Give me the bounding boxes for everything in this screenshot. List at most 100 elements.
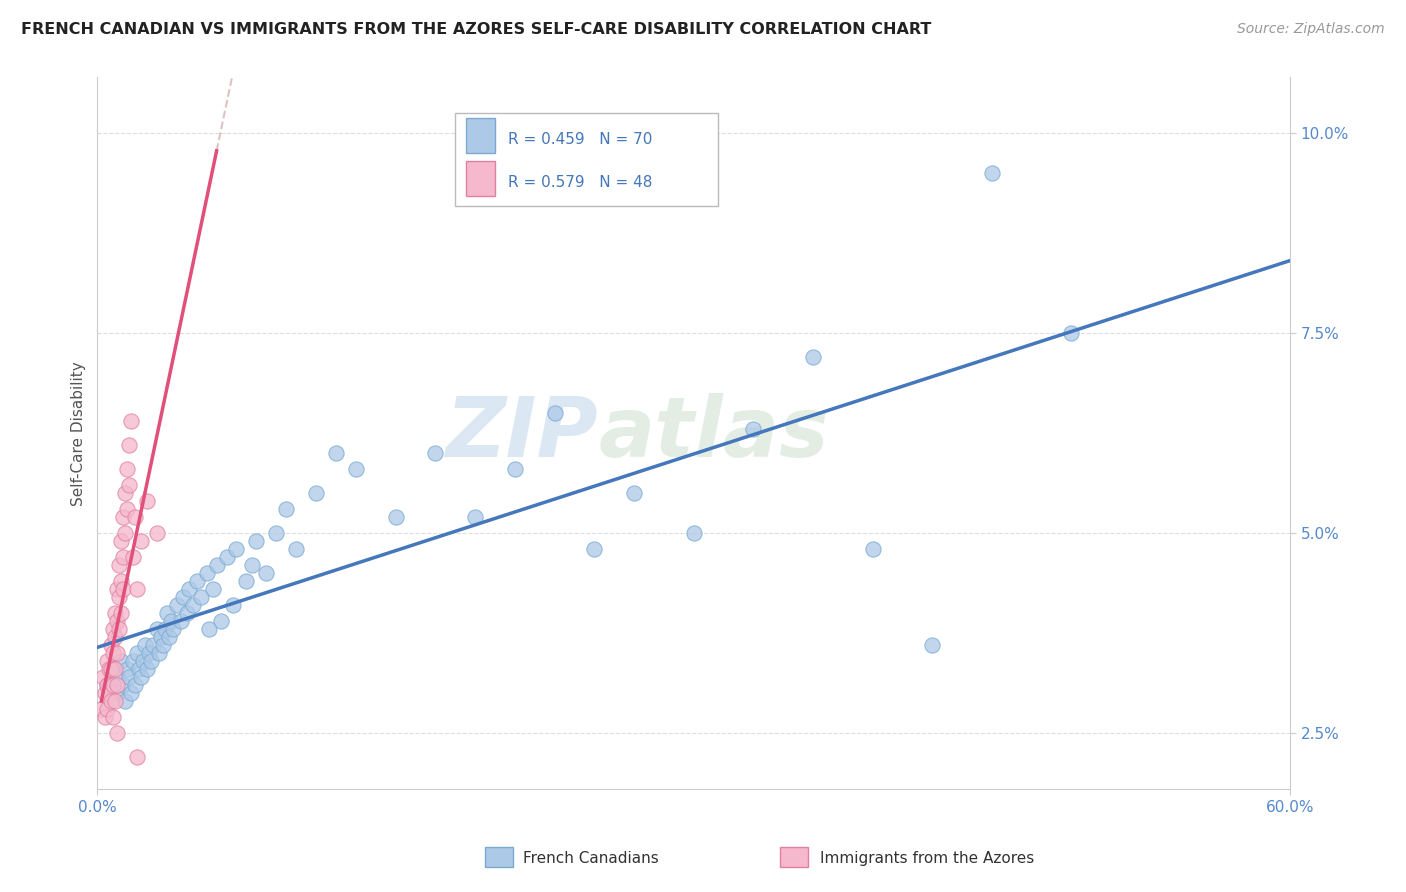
Point: [139, 654, 162, 668]
Point: [115, 462, 138, 476]
Point: [120, 686, 142, 700]
Point: [110, 654, 132, 668]
Text: ZIP: ZIP: [446, 392, 599, 474]
Point: [110, 534, 132, 549]
Point: [122, 550, 145, 565]
Point: [105, 614, 128, 628]
Point: [801, 351, 824, 365]
Point: [146, 622, 169, 636]
Point: [128, 662, 150, 676]
Point: [124, 678, 146, 692]
Point: [96, 702, 118, 716]
Point: [112, 550, 135, 565]
Point: [235, 574, 257, 589]
Point: [127, 582, 149, 597]
Point: [157, 630, 180, 644]
Text: French Canadians: French Canadians: [523, 851, 659, 865]
Point: [129, 670, 152, 684]
Point: [98, 662, 121, 676]
Point: [103, 622, 125, 636]
Point: [181, 598, 204, 612]
Point: [156, 606, 179, 620]
Point: [118, 478, 141, 492]
Point: [115, 502, 138, 516]
Point: [195, 566, 218, 581]
Point: [124, 510, 146, 524]
Point: [105, 678, 128, 692]
Point: [103, 678, 125, 692]
Point: [190, 591, 212, 605]
Point: [980, 166, 1002, 180]
Point: [122, 654, 145, 668]
Point: [108, 591, 131, 605]
Text: R = 0.579   N = 48: R = 0.579 N = 48: [508, 175, 652, 190]
Point: [96, 654, 118, 668]
Point: [118, 670, 141, 684]
Point: [176, 606, 198, 620]
Point: [623, 486, 645, 500]
Point: [118, 438, 141, 452]
Point: [245, 534, 267, 549]
Point: [112, 678, 135, 692]
Point: [98, 686, 121, 700]
Point: [112, 582, 135, 597]
Point: [1060, 326, 1083, 341]
Point: [90, 702, 112, 716]
Point: [682, 526, 704, 541]
Point: [142, 638, 165, 652]
Point: [221, 598, 243, 612]
Point: [425, 446, 447, 460]
Point: [110, 574, 132, 589]
Point: [94, 686, 117, 700]
Point: [197, 622, 219, 636]
Text: R = 0.459   N = 70: R = 0.459 N = 70: [508, 132, 652, 147]
Text: FRENCH CANADIAN VS IMMIGRANTS FROM THE AZORES SELF-CARE DISABILITY CORRELATION C: FRENCH CANADIAN VS IMMIGRANTS FROM THE A…: [21, 22, 931, 37]
Point: [112, 510, 135, 524]
Point: [543, 406, 565, 420]
Point: [325, 446, 347, 460]
Point: [344, 462, 367, 476]
Point: [201, 582, 224, 597]
Point: [100, 694, 122, 708]
Y-axis label: Self-Care Disability: Self-Care Disability: [72, 361, 86, 506]
Point: [108, 558, 131, 573]
Point: [166, 598, 188, 612]
Point: [103, 710, 125, 724]
Point: [264, 526, 287, 541]
Point: [105, 646, 128, 660]
Point: [104, 662, 127, 676]
Text: atlas: atlas: [599, 392, 830, 474]
Point: [134, 638, 156, 652]
Text: Immigrants from the Azores: Immigrants from the Azores: [820, 851, 1033, 865]
Point: [153, 622, 176, 636]
Point: [100, 662, 122, 676]
Point: [103, 646, 125, 660]
Point: [114, 694, 136, 708]
Point: [108, 622, 131, 636]
Point: [583, 542, 606, 557]
Point: [110, 606, 132, 620]
Point: [132, 654, 155, 668]
Point: [149, 630, 172, 644]
Point: [170, 614, 193, 628]
Point: [215, 550, 238, 565]
Point: [177, 582, 200, 597]
Point: [254, 566, 277, 581]
Point: [104, 606, 127, 620]
Point: [921, 638, 943, 652]
Point: [96, 678, 118, 692]
Point: [205, 558, 228, 573]
Point: [104, 694, 127, 708]
Point: [114, 526, 136, 541]
Point: [114, 486, 136, 500]
Point: [127, 750, 149, 764]
Point: [285, 542, 308, 557]
Point: [162, 622, 184, 636]
Point: [305, 486, 328, 500]
Point: [138, 646, 160, 660]
Point: [105, 686, 128, 700]
Point: [242, 558, 264, 573]
Point: [464, 510, 486, 524]
Point: [136, 662, 159, 676]
Point: [91, 670, 114, 684]
